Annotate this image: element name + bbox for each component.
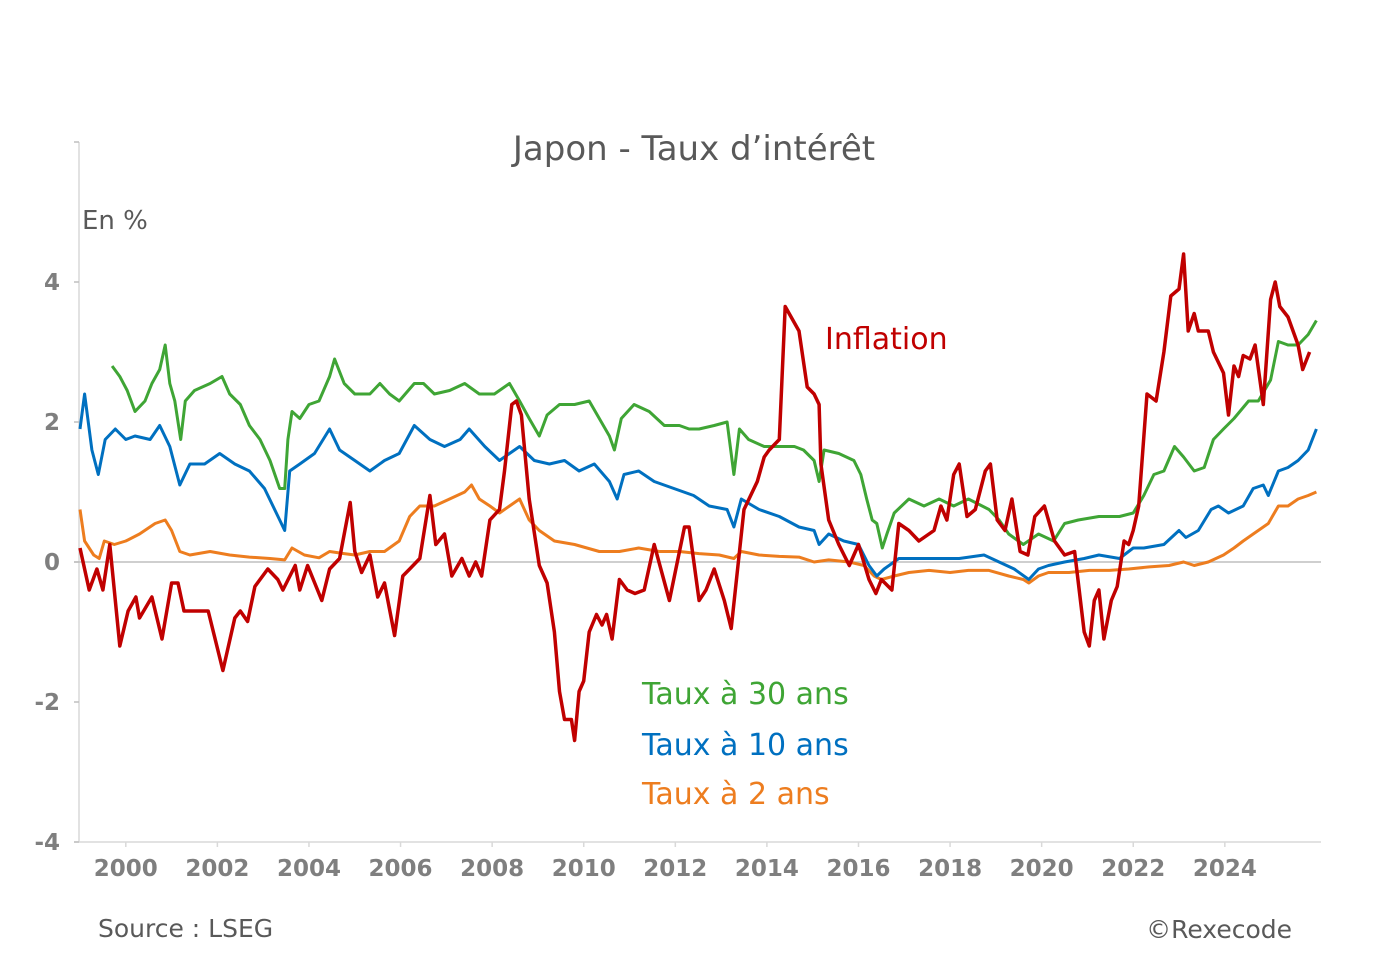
chart-title: Japon - Taux d’intérêt bbox=[511, 129, 875, 169]
legend-label-30y: Taux à 30 ans bbox=[641, 677, 849, 712]
x-tick-label: 2018 bbox=[918, 856, 982, 882]
y-tick-label: 0 bbox=[44, 550, 60, 576]
series-lines bbox=[78, 252, 1318, 743]
x-tick-label: 2000 bbox=[94, 856, 158, 882]
y-tick-label: -2 bbox=[34, 690, 60, 716]
legend-label-10y: Taux à 10 ans bbox=[641, 728, 849, 763]
x-tick-label: 2016 bbox=[826, 856, 890, 882]
x-tick-label: 2020 bbox=[1010, 856, 1074, 882]
y-axis-label: En % bbox=[82, 206, 148, 236]
y-tick-label: -4 bbox=[34, 830, 60, 856]
x-tick-label: 2002 bbox=[185, 856, 249, 882]
axes: -4 -2 0 2 4 2000 2002 2004 2006 2008 2010 2012 2014 2… bbox=[34, 141, 1321, 882]
series-line-2y bbox=[78, 483, 1317, 585]
y-tick-label: 4 bbox=[44, 270, 60, 296]
y-tick-label: 2 bbox=[44, 410, 60, 436]
legend-label-inflation: Inflation bbox=[825, 322, 948, 357]
x-tick-label: 2004 bbox=[277, 856, 341, 882]
x-tick-label: 2012 bbox=[643, 856, 707, 882]
series-line-inflation bbox=[78, 252, 1312, 743]
series-line-30y bbox=[110, 319, 1318, 550]
x-tick-label: 2010 bbox=[552, 856, 616, 882]
x-tick-label: 2014 bbox=[735, 856, 799, 882]
source-note: Source : LSEG bbox=[98, 914, 273, 943]
series-line-10y bbox=[78, 392, 1318, 581]
copyright: ©Rexecode bbox=[1146, 915, 1292, 944]
x-tick-label: 2006 bbox=[369, 856, 433, 882]
x-tick-label: 2022 bbox=[1101, 856, 1165, 882]
x-tick-label: 2008 bbox=[460, 856, 524, 882]
legend-label-2y: Taux à 2 ans bbox=[641, 777, 830, 812]
x-tick-label: 2024 bbox=[1193, 856, 1257, 882]
